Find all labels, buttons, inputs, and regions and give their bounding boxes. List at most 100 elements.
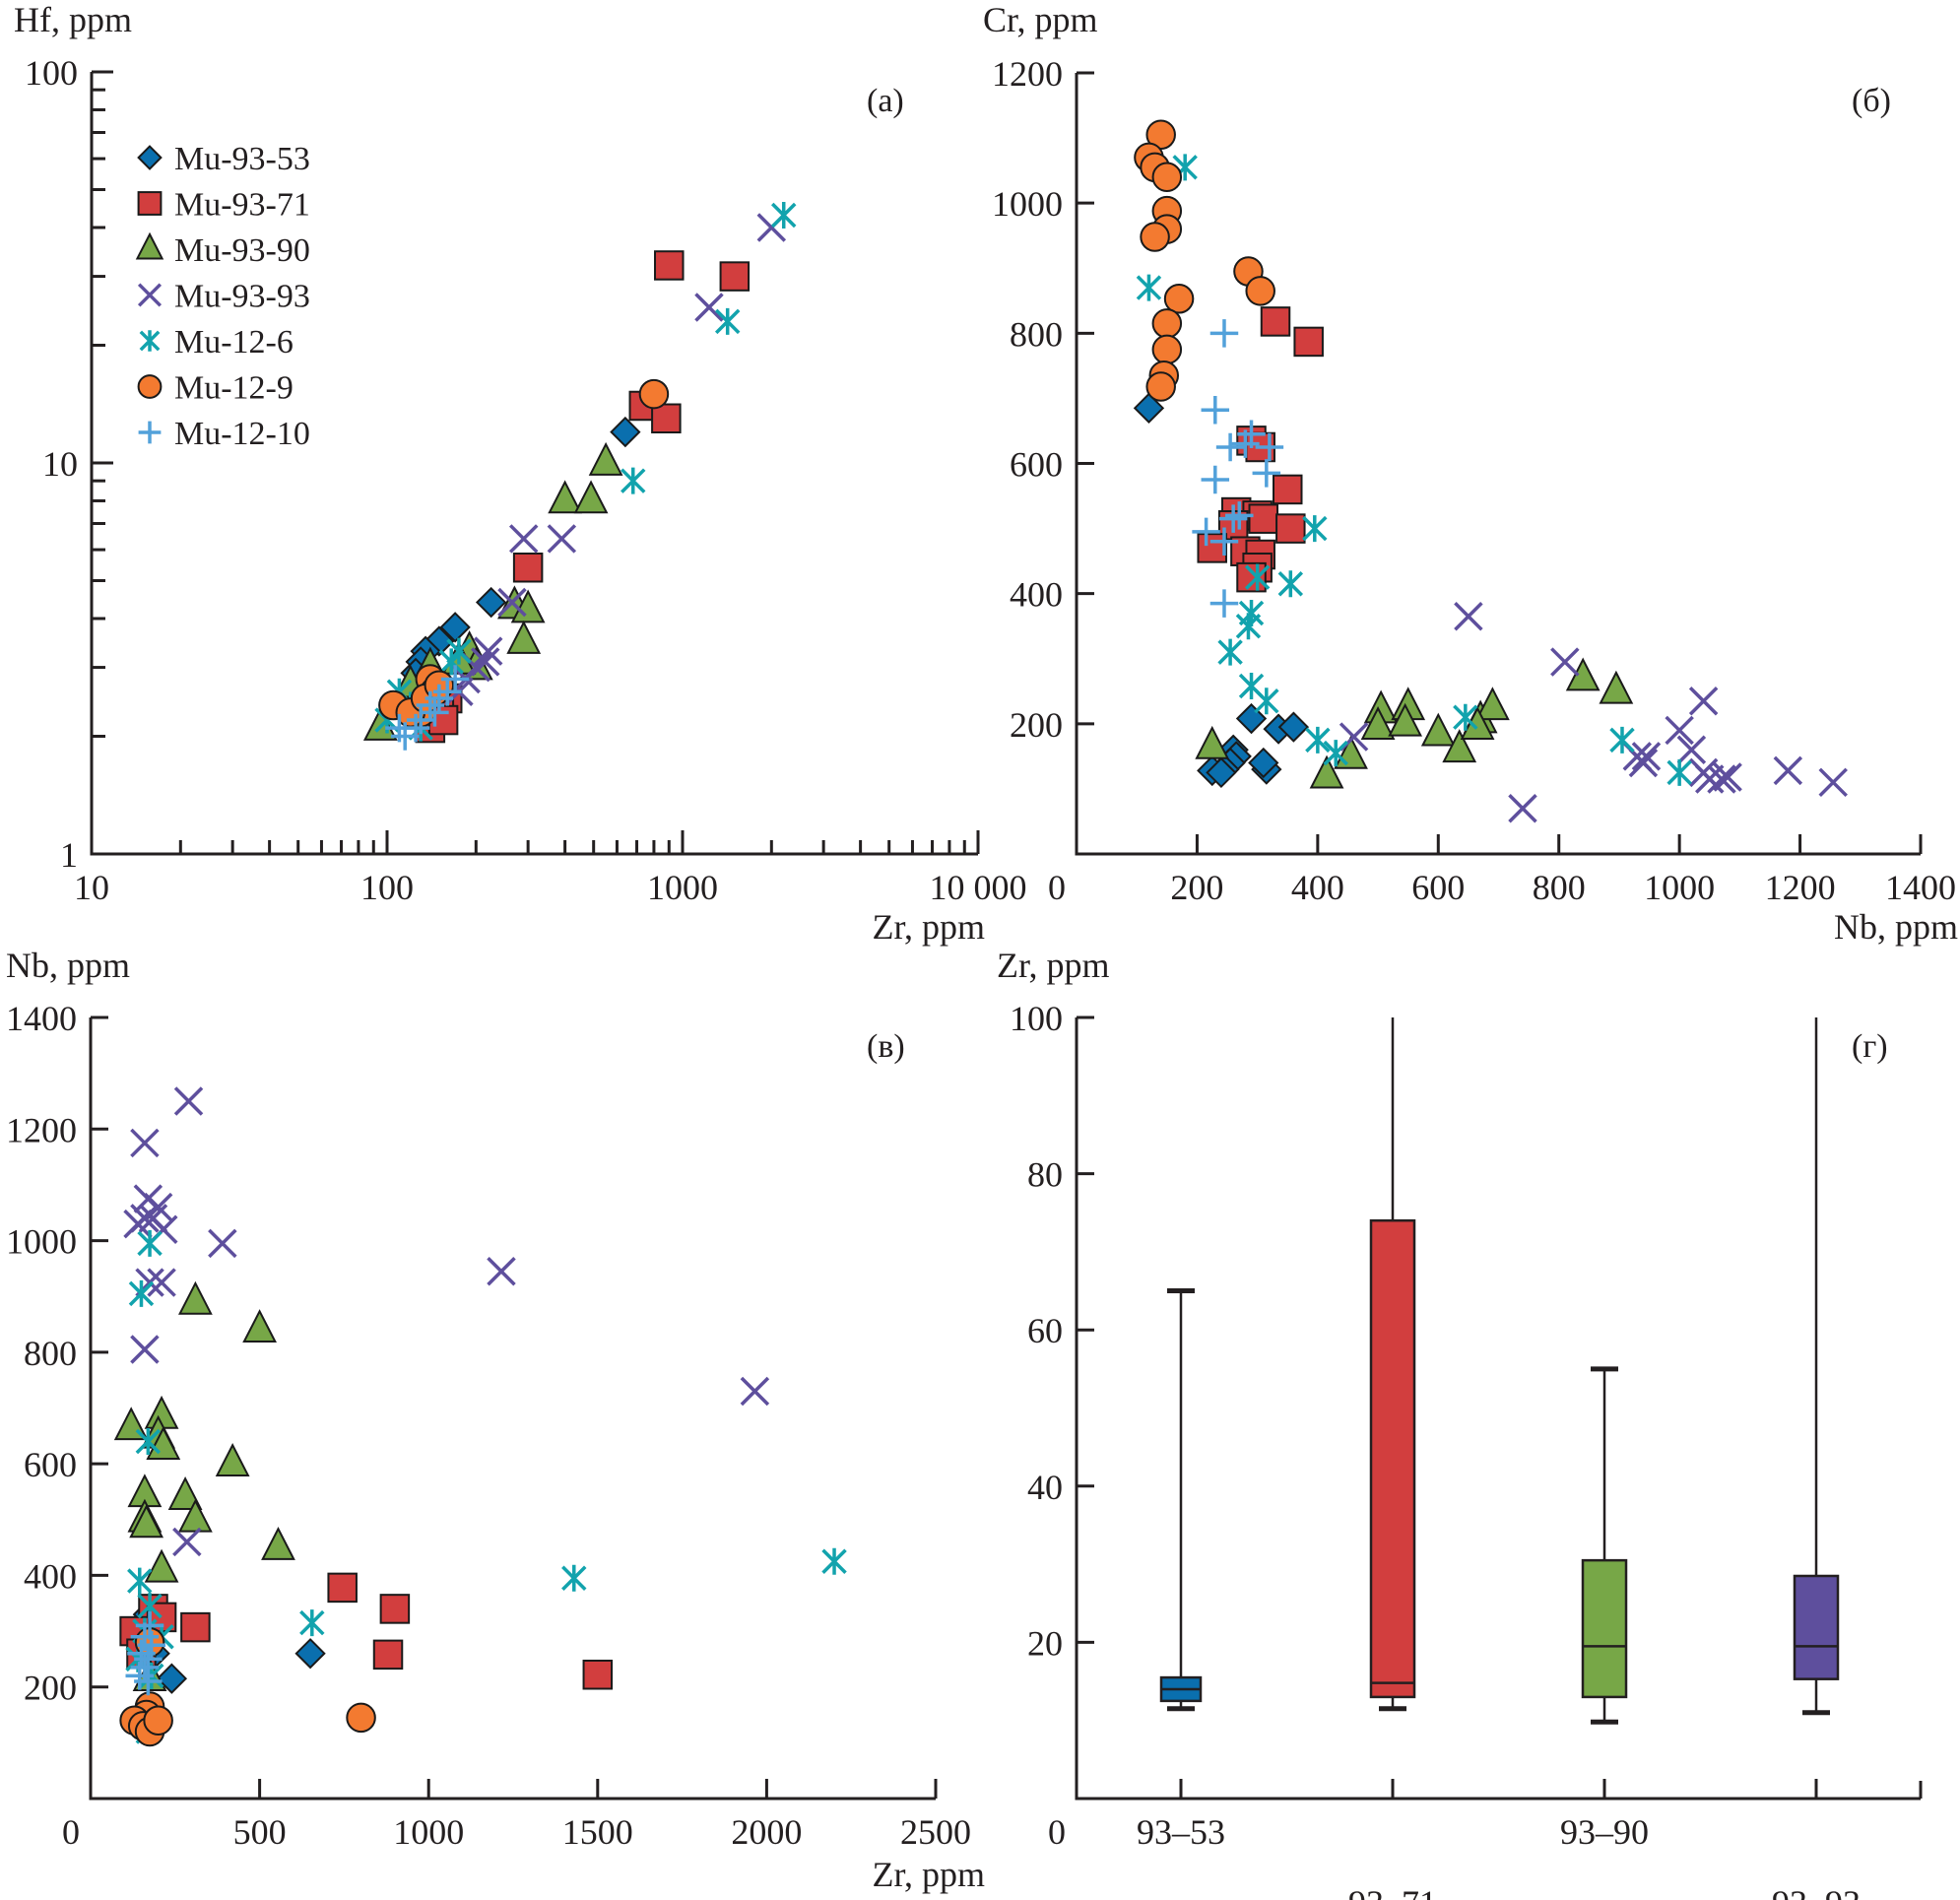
- series-mu-93-93: [123, 1086, 770, 1557]
- panel-c-axes: 0 500 1000 1500 2000 2500 200 400 600 800 1000 1200…: [6, 999, 971, 1852]
- data-point: [719, 261, 751, 292]
- data-point: [294, 1638, 326, 1670]
- data-point: [1151, 334, 1183, 365]
- y-tick-label: 400: [24, 1556, 77, 1596]
- data-point: [1665, 715, 1694, 746]
- series-mu-12-6: [1136, 154, 1692, 786]
- data-point: [261, 1527, 295, 1560]
- legend-label: Mu-12-10: [174, 416, 310, 452]
- data-point: [143, 1705, 173, 1736]
- data-point: [130, 1128, 160, 1158]
- y-tick-label: 100: [1010, 999, 1063, 1038]
- data-point: [821, 1547, 847, 1575]
- data-point: [180, 1611, 211, 1643]
- panel-b-axes: 0 200 400 600 800 1000 1200 1400 200 400 600 800 100…: [992, 54, 1956, 907]
- data-point: [346, 1702, 376, 1734]
- data-point: [1631, 742, 1662, 771]
- data-point: [1217, 638, 1243, 666]
- x-tick-label: 10: [74, 868, 109, 907]
- panel-c-y-title: Nb, ppm: [6, 946, 130, 985]
- legend-item: Mu-12-10: [138, 416, 310, 452]
- data-point: [1388, 702, 1423, 737]
- axis-frame: [1075, 73, 1921, 856]
- panel-b-x-title: Nb, ppm: [1834, 907, 1958, 947]
- box-93–90: [1581, 1366, 1628, 1725]
- x-category-label: 93–90: [1560, 1812, 1649, 1852]
- y-tick-label: 400: [1010, 575, 1063, 615]
- legend-label: Mu-12-9: [174, 370, 294, 407]
- x-tick-label: 500: [233, 1812, 287, 1852]
- data-point: [178, 1280, 213, 1315]
- data-point: [1713, 762, 1742, 792]
- data-point: [1206, 756, 1237, 789]
- panel-c: Nb, ppm Zr, ppm (в) 0 500 1000 1500 2000 2500…: [6, 946, 985, 1894]
- x-tick-label: 2000: [731, 1812, 802, 1852]
- data-point: [740, 1376, 770, 1407]
- data-point: [173, 1086, 204, 1116]
- data-point: [506, 620, 542, 654]
- legend-item: Mu-93-93: [137, 279, 310, 315]
- y-tick-label: 600: [1010, 445, 1063, 485]
- data-point: [1133, 392, 1165, 424]
- data-point: [1277, 570, 1304, 598]
- x-tick-label: 100: [360, 868, 414, 907]
- data-point: [1474, 687, 1510, 721]
- x-tick-label: 200: [1170, 868, 1223, 907]
- x-tick-label: 1000: [647, 868, 718, 907]
- data-point: [510, 589, 546, 623]
- data-point: [1773, 755, 1803, 786]
- panel-d-marks: [1159, 1017, 1840, 1725]
- data-point: [1273, 474, 1303, 505]
- data-point: [547, 524, 577, 554]
- box-93–53: [1159, 1288, 1203, 1712]
- data-point: [147, 1268, 176, 1297]
- data-point: [1275, 513, 1306, 544]
- data-point: [1254, 688, 1279, 715]
- series-mu-12-10: [125, 1611, 166, 1696]
- x-tick-label: 10 000: [930, 868, 1027, 907]
- box-93–93: [1793, 1017, 1840, 1716]
- y-tick-label: 1200: [992, 54, 1063, 94]
- series-mu-12-9: [119, 1627, 376, 1747]
- data-point: [1195, 725, 1230, 759]
- data-point: [1235, 613, 1262, 640]
- data-point: [128, 1279, 155, 1307]
- data-point: [299, 1609, 325, 1637]
- data-point: [1666, 758, 1692, 786]
- x-tick-label: 800: [1533, 868, 1586, 907]
- panel-b-marks: [1133, 119, 1848, 823]
- data-point: [1599, 670, 1634, 704]
- data-point: [1145, 371, 1176, 402]
- data-point: [1302, 515, 1328, 543]
- data-point: [1293, 326, 1324, 358]
- data-point: [1565, 657, 1601, 691]
- data-point: [638, 378, 670, 410]
- panel-c-x-title: Zr, ppm: [872, 1855, 985, 1894]
- legend-label: Mu-93-71: [174, 187, 310, 224]
- data-point: [156, 1663, 188, 1694]
- data-point: [771, 202, 797, 229]
- data-point: [512, 552, 544, 583]
- x-category-label: 93–71: [1348, 1883, 1437, 1900]
- data-point: [440, 665, 470, 693]
- data-point: [144, 1548, 179, 1583]
- data-point: [1454, 602, 1483, 631]
- data-point: [475, 586, 507, 619]
- y-tick-label: 40: [1027, 1468, 1063, 1507]
- legend-circle-icon: [137, 374, 163, 399]
- y-tick-label: 1400: [6, 999, 77, 1038]
- data-point: [651, 403, 682, 434]
- legend-item: Mu-12-6: [139, 324, 294, 360]
- legend-item: Mu-93-71: [137, 187, 310, 224]
- data-point: [327, 1572, 358, 1604]
- data-point: [208, 1228, 237, 1259]
- x-tick-label: 2500: [900, 1812, 971, 1852]
- data-point: [610, 416, 641, 448]
- y-tick-label: 1000: [992, 184, 1063, 224]
- data-point: [1252, 459, 1281, 488]
- y-tick-label: 800: [1010, 314, 1063, 354]
- data-point: [1236, 561, 1267, 593]
- x-tick-label: 1000: [393, 1812, 464, 1852]
